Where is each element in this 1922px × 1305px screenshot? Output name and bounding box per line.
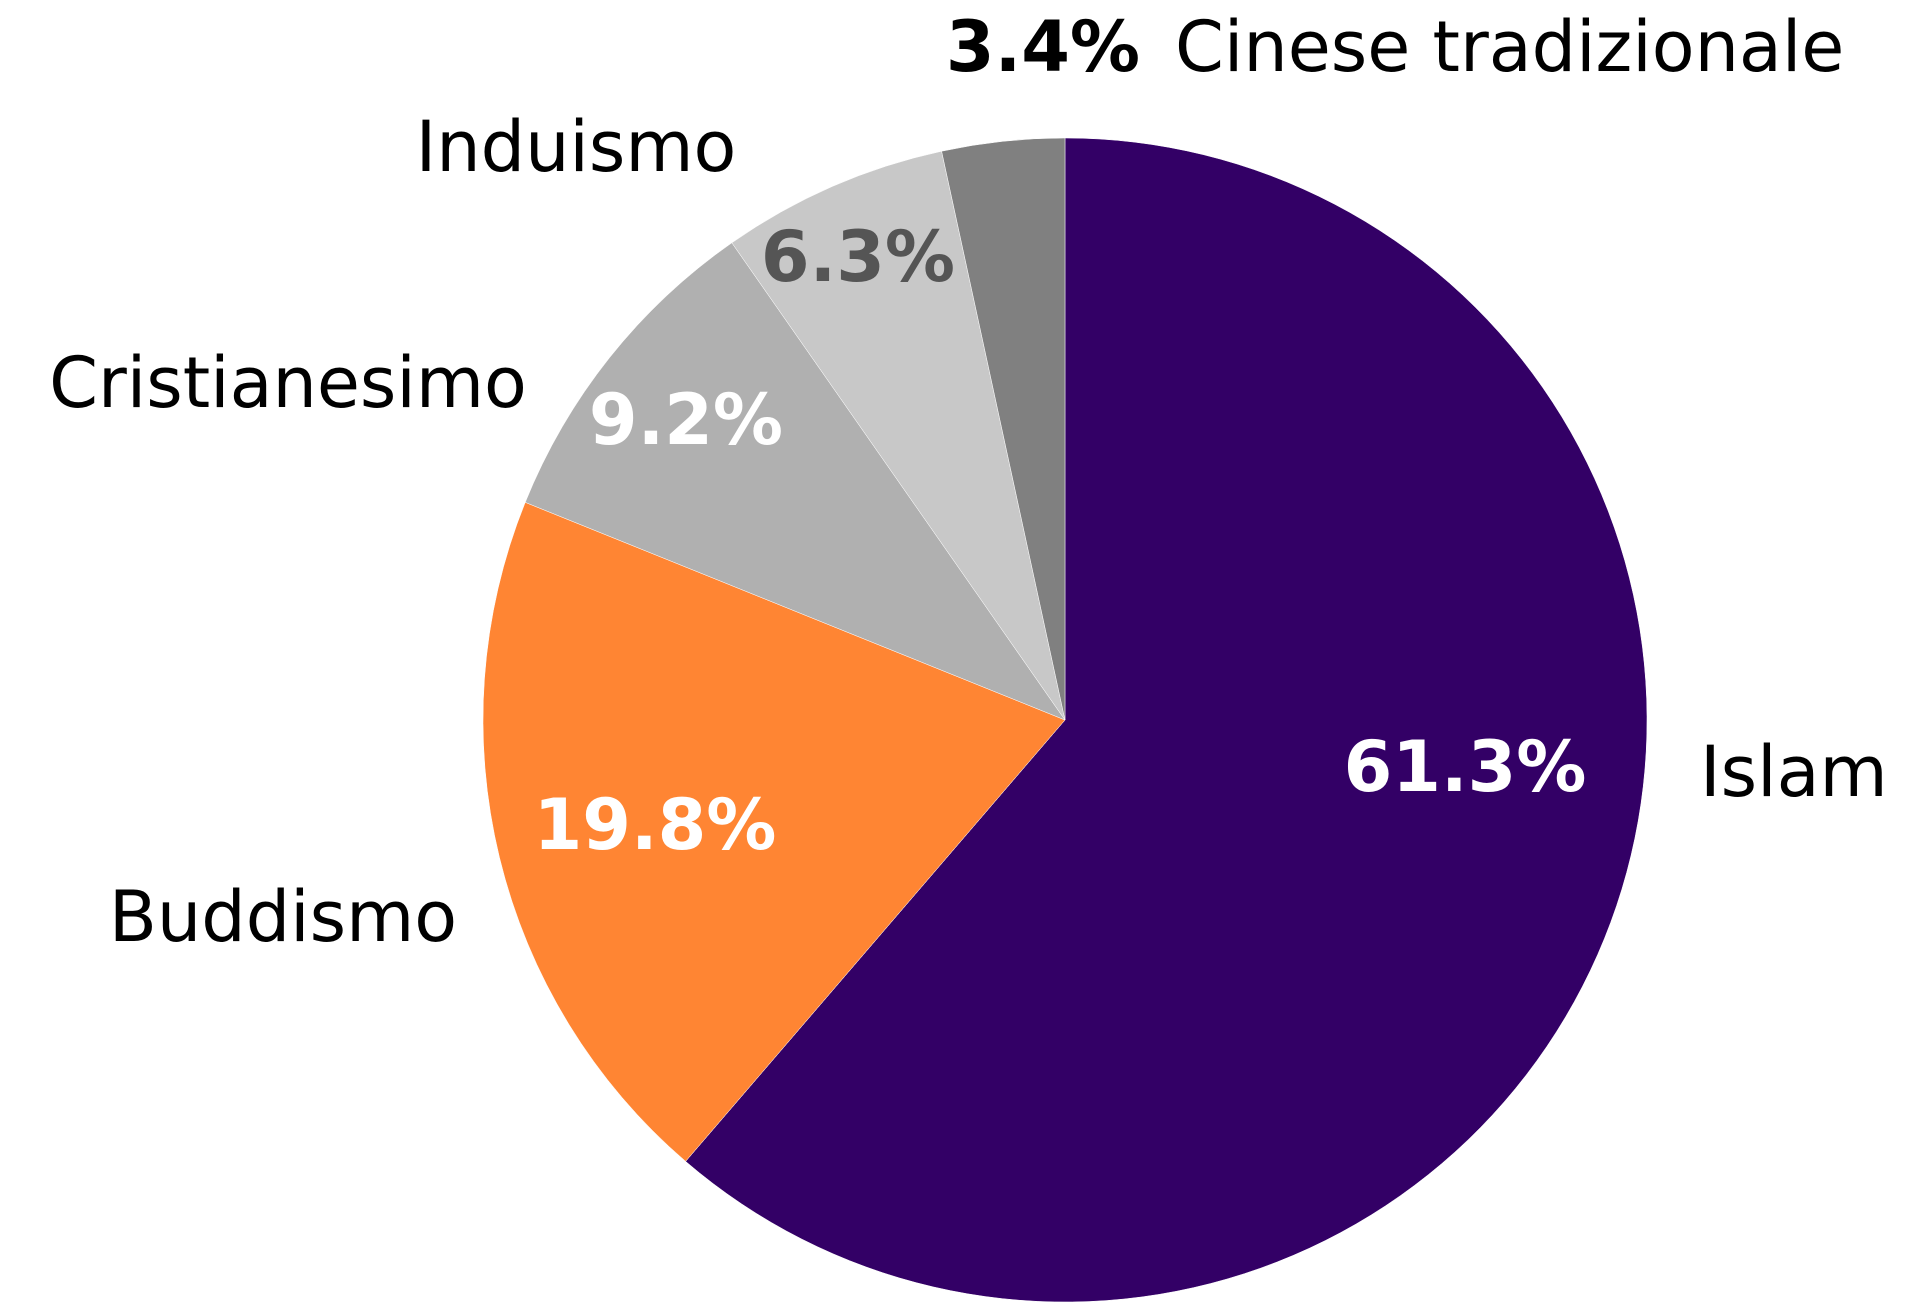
value-label: 9.2% xyxy=(589,379,783,461)
category-label: Cristianesimo xyxy=(49,342,527,424)
pie-slice xyxy=(482,502,1066,1162)
category-label: Cinese tradizionale xyxy=(1175,6,1844,88)
value-label: 3.4% xyxy=(946,6,1140,88)
category-label: Islam xyxy=(1700,731,1888,813)
value-label: 19.8% xyxy=(534,784,777,866)
pie-slice xyxy=(524,242,1066,721)
category-label: Buddismo xyxy=(109,876,457,958)
pie-slice xyxy=(685,137,1648,1303)
value-label: 61.3% xyxy=(1344,726,1587,808)
pie-slice xyxy=(941,137,1066,721)
value-label: 6.3% xyxy=(761,216,955,298)
pie-slice xyxy=(731,150,1066,721)
category-label: Induismo xyxy=(416,106,737,188)
